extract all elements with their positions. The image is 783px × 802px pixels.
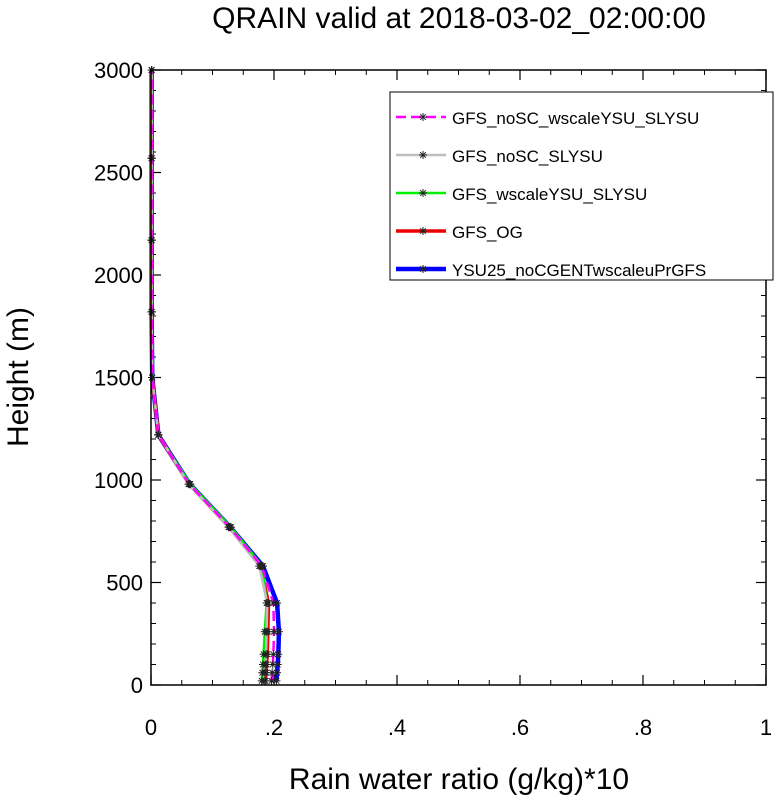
x-tick-label: 1	[760, 715, 772, 740]
chart-title: QRAIN valid at 2018-03-02_02:00:00	[212, 2, 706, 35]
asterisk-marker	[419, 227, 427, 235]
asterisk-marker	[270, 627, 278, 636]
x-tick-label: .2	[265, 715, 283, 740]
asterisk-marker	[185, 480, 194, 489]
asterisk-marker	[419, 113, 427, 121]
y-tick-label: 500	[106, 571, 143, 596]
asterisk-marker	[267, 676, 276, 685]
y-tick-label: 2000	[94, 263, 143, 288]
asterisk-marker	[260, 676, 269, 685]
asterisk-marker	[269, 650, 278, 659]
y-axis-ticks: 0 500 1000 1500 2000 2500 3000	[94, 58, 766, 698]
asterisk-marker	[268, 668, 277, 677]
legend-label: GFS_noSC_SLYSU	[452, 147, 603, 166]
y-tick-label: 1500	[94, 366, 143, 391]
y-axis-label: Height (m)	[2, 307, 35, 447]
asterisk-marker	[260, 668, 269, 677]
asterisk-marker	[154, 430, 163, 439]
asterisk-marker	[148, 373, 157, 382]
legend-label: GFS_noSC_wscaleYSU_SLYSU	[452, 109, 699, 128]
asterisk-marker	[257, 562, 266, 571]
asterisk-marker	[419, 265, 427, 273]
asterisk-marker	[273, 660, 282, 669]
y-tick-label: 0	[131, 673, 143, 698]
asterisk-marker	[262, 627, 271, 636]
plot-frame	[150, 69, 767, 686]
asterisk-marker	[274, 627, 283, 636]
legend-box	[389, 91, 774, 281]
asterisk-marker	[419, 189, 427, 197]
x-tick-label: .6	[511, 715, 529, 740]
legend-label: GFS_OG	[452, 223, 523, 242]
y-tick-label: 2500	[94, 161, 143, 186]
x-axis-label: Rain water ratio (g/kg)*10	[289, 763, 629, 796]
asterisk-marker	[419, 151, 427, 159]
legend-label: YSU25_noCGENTwscaleuPrGFS	[452, 261, 706, 280]
asterisk-marker	[262, 650, 271, 659]
asterisk-marker	[269, 599, 278, 607]
asterisk-marker	[225, 523, 234, 532]
x-axis-ticks: 0 .2 .4 .6 .8 1	[145, 70, 772, 740]
asterisk-marker	[261, 660, 270, 669]
legend-label: GFS_wscaleYSU_SLYSU	[452, 185, 647, 204]
y-tick-label: 3000	[94, 58, 143, 83]
y-tick-label: 1000	[94, 468, 143, 493]
x-tick-label: .4	[388, 715, 406, 740]
legend: GFS_noSC_wscaleYSU_SLYSU GFS_noSC_SLYSU GF…	[389, 91, 774, 281]
x-tick-label: 0	[145, 715, 157, 740]
asterisk-marker	[268, 660, 277, 669]
x-tick-label: .8	[634, 715, 652, 740]
